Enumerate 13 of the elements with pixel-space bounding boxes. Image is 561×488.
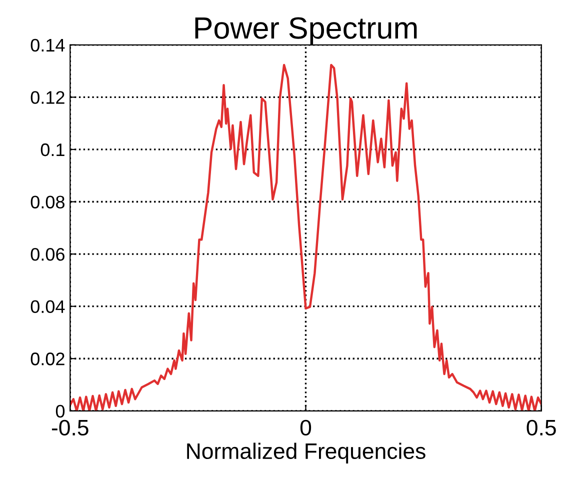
- x-tick-label: -0.5: [52, 420, 88, 436]
- x-tick-label: 0: [300, 420, 312, 436]
- y-tick-label: 0.04: [30, 300, 65, 314]
- y-tick-label: 0.12: [30, 91, 64, 104]
- y-tick-label: 0.14: [30, 38, 65, 52]
- y-tick-label: 0.08: [30, 196, 64, 208]
- x-axis-title: Normalized Frequencies: [187, 442, 426, 464]
- y-tick-label: 0.02: [30, 352, 64, 366]
- y-tick-label: 0.06: [30, 248, 64, 261]
- x-tick-label: 0.5: [526, 420, 556, 436]
- y-tick-label: 0: [56, 404, 65, 418]
- chart-title: Power Spectrum: [195, 17, 417, 45]
- y-tick-label: 0.1: [40, 143, 64, 156]
